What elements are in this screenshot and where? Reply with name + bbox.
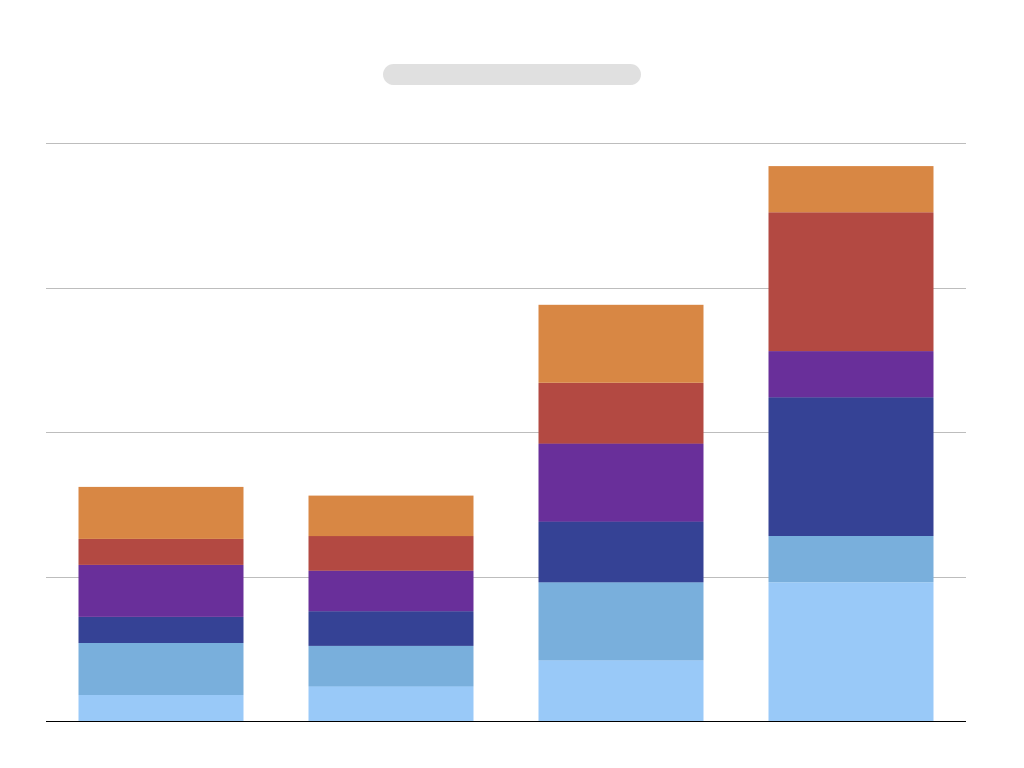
bar-segment [768, 351, 934, 398]
bar-segment [538, 304, 704, 383]
bar-segment [308, 570, 474, 612]
bar-segment [78, 643, 244, 695]
bar-segment [538, 582, 704, 661]
bar-segment [78, 695, 244, 721]
chart-title-placeholder [383, 64, 641, 85]
bar-segment [768, 166, 934, 213]
bar-segment [538, 443, 704, 522]
bar-segment [308, 611, 474, 646]
bar-segment [308, 495, 474, 537]
bar-segment [768, 212, 934, 352]
bar-segment [768, 582, 934, 721]
bar-segment [768, 397, 934, 536]
bar-segment [78, 564, 244, 617]
bar-segment [308, 536, 474, 571]
bar-segment [538, 521, 704, 583]
bar-segment [78, 486, 244, 539]
bar-segment [78, 538, 244, 565]
bar-segment [308, 686, 474, 721]
bar-segment [538, 660, 704, 721]
bars [78, 166, 934, 721]
bar-segment [78, 617, 244, 643]
bar-segment [308, 645, 474, 687]
bar-segment [538, 382, 704, 444]
bar-segment [768, 536, 934, 583]
